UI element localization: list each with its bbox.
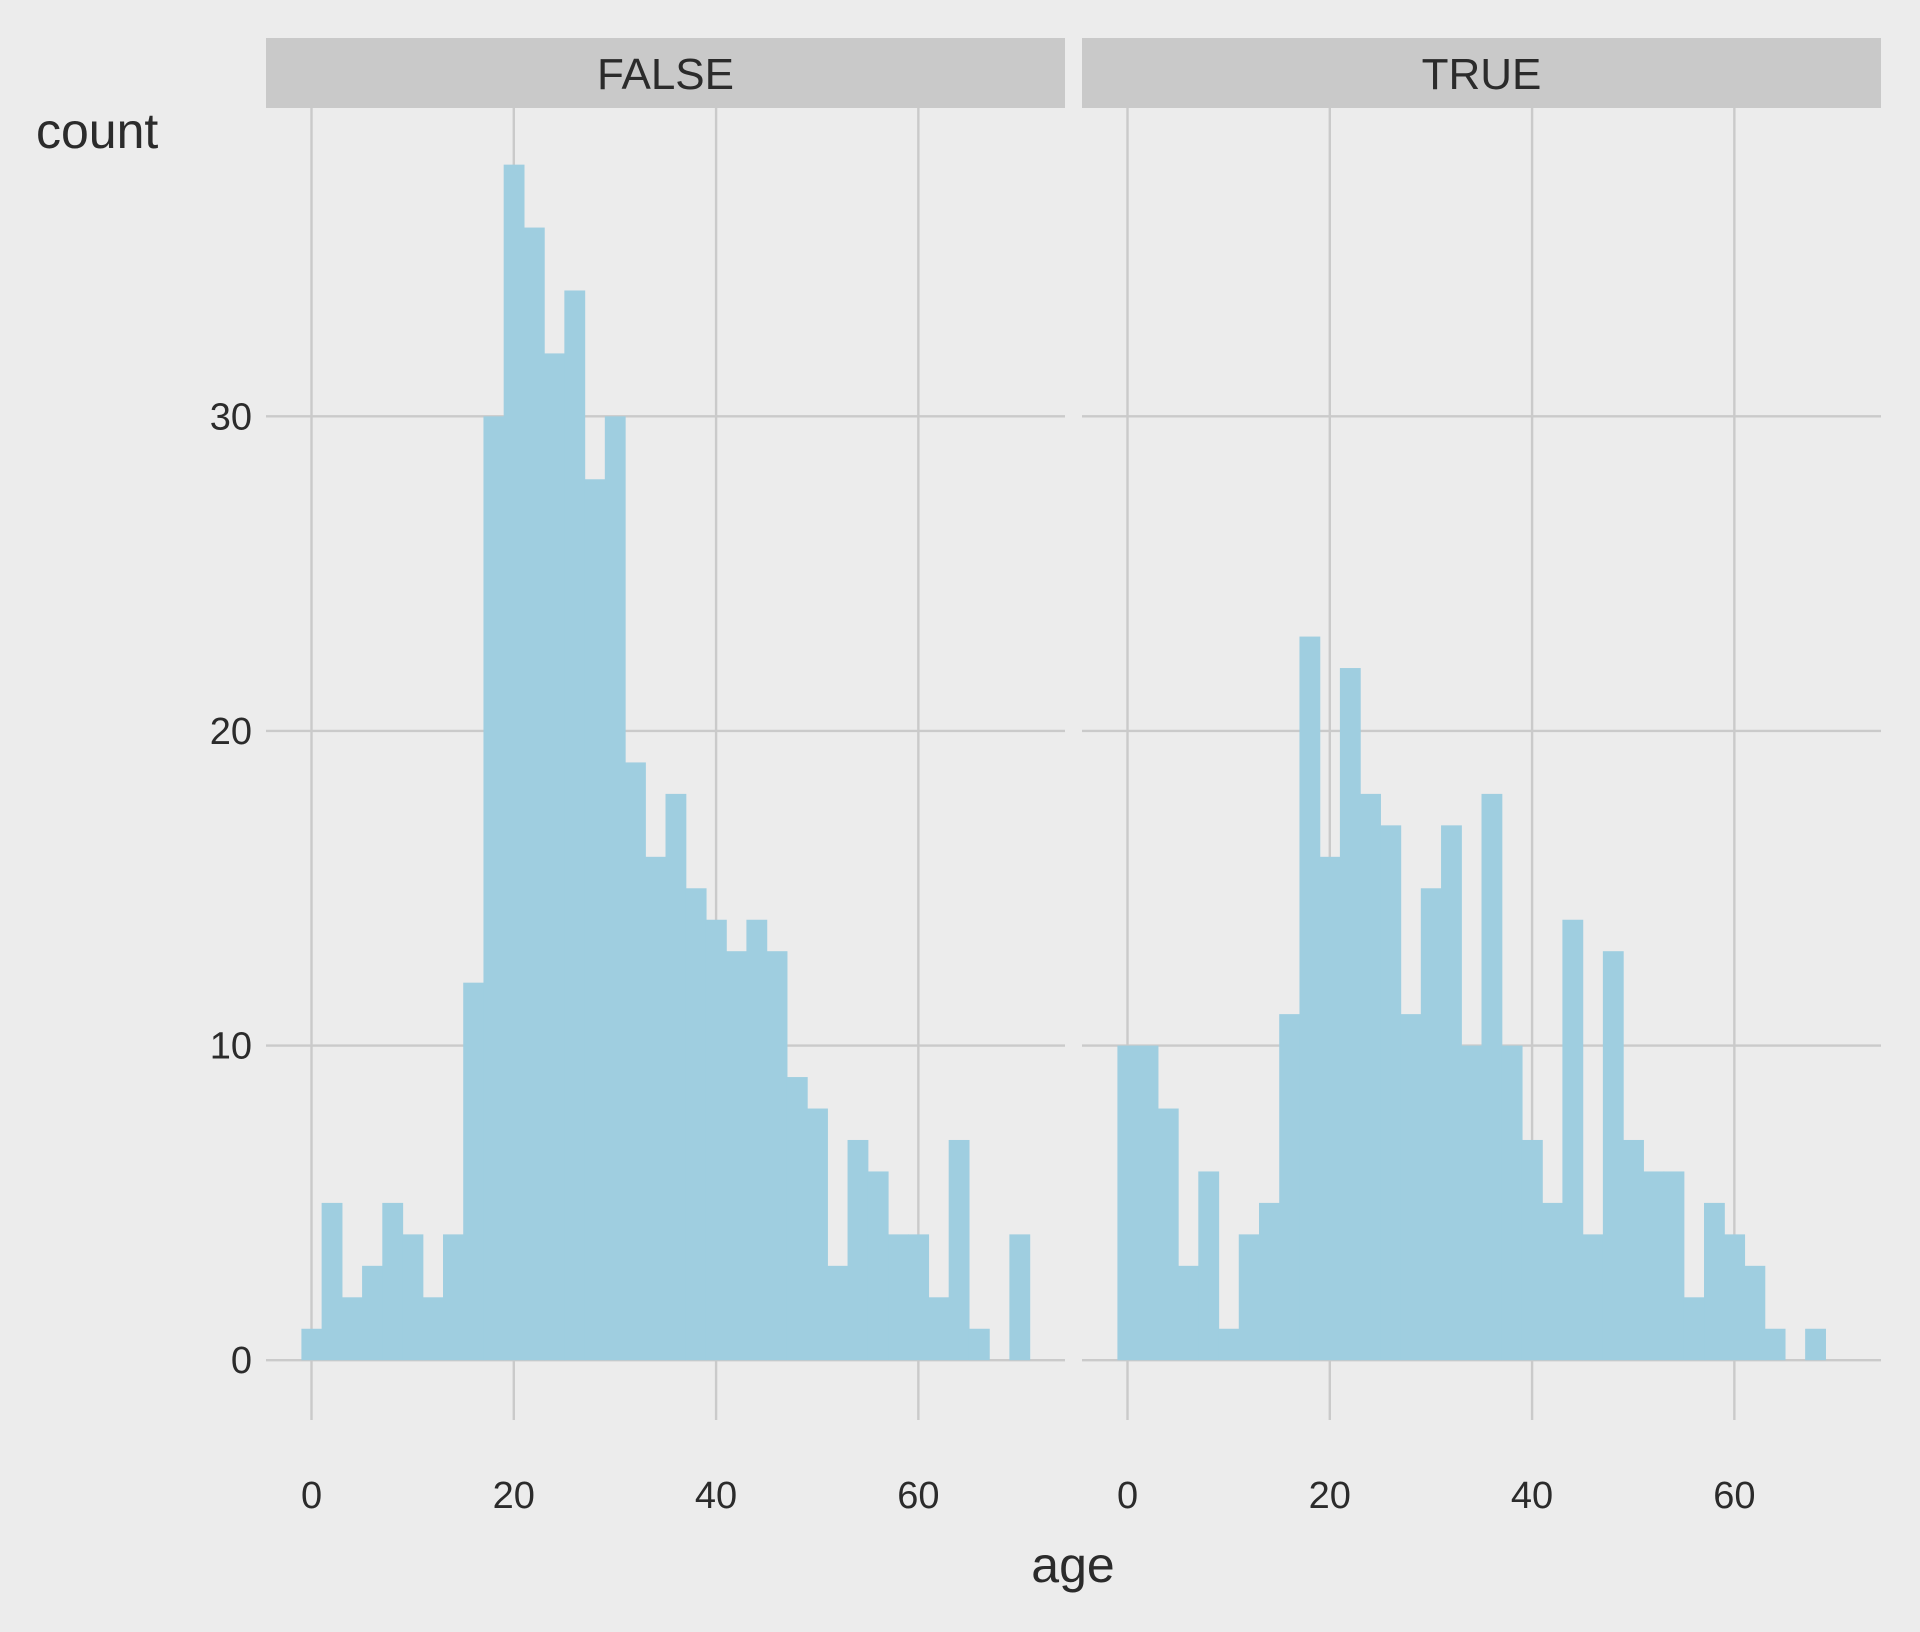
- histogram-bar: [422, 1297, 444, 1361]
- histogram-bar: [1481, 793, 1503, 1361]
- histogram-bar: [1663, 1171, 1685, 1361]
- histogram-bar: [1461, 1045, 1483, 1361]
- histogram-bar: [1279, 1014, 1301, 1361]
- histogram-bar: [1582, 1234, 1604, 1361]
- bars-true: [1117, 636, 1826, 1361]
- histogram-bar: [1360, 793, 1381, 1361]
- histogram-bar: [564, 290, 586, 1361]
- facet-strip-false: [266, 38, 1065, 108]
- histogram-bar: [746, 919, 768, 1361]
- histogram-bar: [523, 227, 545, 1361]
- histogram-bar: [442, 1234, 464, 1361]
- histogram-bar: [867, 1171, 889, 1361]
- facet-strip-label-false: FALSE: [597, 50, 734, 99]
- x-tick-labels-false: 0 20 40 60: [301, 1475, 940, 1517]
- histogram-bar: [705, 919, 727, 1361]
- x-tick-label: 40: [695, 1475, 737, 1517]
- histogram-bar: [1299, 636, 1321, 1361]
- histogram-bar: [908, 1234, 930, 1361]
- histogram-bar: [362, 1265, 383, 1361]
- histogram-bar: [645, 856, 667, 1361]
- facet-strip-true: [1082, 38, 1881, 108]
- histogram-bar: [503, 164, 525, 1361]
- x-tick-label: 60: [897, 1475, 939, 1517]
- histogram-bar: [1157, 1108, 1179, 1361]
- facet-panel-false: FALSE 0 20 40 60: [266, 38, 1065, 1517]
- histogram-bar: [402, 1234, 424, 1361]
- histogram-bar: [827, 1265, 849, 1361]
- histogram-bar: [1218, 1328, 1240, 1361]
- x-tick-label: 20: [493, 1475, 535, 1517]
- y-tick-label: 0: [231, 1340, 252, 1382]
- histogram-bar: [604, 416, 626, 1361]
- histogram-bar: [948, 1139, 970, 1361]
- histogram-bar: [1339, 668, 1361, 1361]
- x-tick-label: 20: [1309, 1475, 1351, 1517]
- y-tick-label: 30: [210, 396, 252, 438]
- x-tick-label: 0: [301, 1475, 322, 1517]
- histogram-bar: [847, 1139, 869, 1361]
- histogram-bar: [341, 1297, 363, 1361]
- histogram-bar: [625, 762, 646, 1361]
- histogram-bar: [1704, 1202, 1725, 1361]
- histogram-bar: [1441, 825, 1462, 1361]
- histogram-bar: [1501, 1045, 1523, 1361]
- histogram-bar: [483, 416, 505, 1361]
- histogram-bar: [321, 1202, 343, 1361]
- x-tick-label: 0: [1117, 1475, 1138, 1517]
- histogram-bar: [1521, 1139, 1543, 1361]
- histogram-bar: [766, 951, 788, 1361]
- histogram-bar: [1178, 1265, 1199, 1361]
- histogram-bar: [1744, 1265, 1766, 1361]
- histogram-bar: [584, 479, 606, 1361]
- histogram-bar: [1400, 1014, 1422, 1361]
- x-tick-label: 60: [1713, 1475, 1755, 1517]
- histogram-bar: [1380, 825, 1402, 1361]
- histogram-bar: [1117, 1045, 1139, 1361]
- histogram-bar: [726, 951, 748, 1361]
- x-tick-label: 40: [1511, 1475, 1553, 1517]
- histogram-bar: [1137, 1045, 1159, 1361]
- facet-panel-true: TRUE 0 20 40 60: [1082, 38, 1881, 1517]
- histogram-bar: [1319, 856, 1341, 1361]
- histogram-bar: [301, 1328, 323, 1361]
- histogram-bar: [888, 1234, 909, 1361]
- histogram-bar: [1643, 1171, 1665, 1361]
- y-tick-labels: 0 10 20 30: [210, 396, 252, 1382]
- histogram-bar: [382, 1202, 404, 1361]
- bars-false: [301, 164, 1031, 1361]
- histogram-bar: [1764, 1328, 1786, 1361]
- histogram-bar: [1724, 1234, 1746, 1361]
- histogram-bar: [544, 353, 565, 1361]
- histogram-bar: [1683, 1297, 1705, 1361]
- histogram-bar: [1420, 888, 1442, 1361]
- x-axis-title: age: [1031, 1537, 1114, 1593]
- x-tick-labels-true: 0 20 40 60: [1117, 1475, 1756, 1517]
- y-tick-label: 20: [210, 711, 252, 753]
- histogram-bar: [1258, 1202, 1280, 1361]
- histogram-bar: [685, 888, 707, 1361]
- histogram-bar: [665, 793, 687, 1361]
- y-axis-title: count: [36, 103, 158, 159]
- histogram-bar: [1623, 1139, 1644, 1361]
- histogram-bar: [928, 1297, 950, 1361]
- histogram-bar: [1542, 1202, 1564, 1361]
- histogram-bar: [1198, 1171, 1220, 1361]
- histogram-bar: [1009, 1234, 1031, 1361]
- facet-strip-label-true: TRUE: [1422, 50, 1542, 99]
- histogram-bar: [1805, 1328, 1826, 1361]
- y-tick-label: 10: [210, 1026, 252, 1068]
- histogram-bar: [968, 1328, 990, 1361]
- histogram-bar: [463, 982, 485, 1361]
- histogram-bar: [1238, 1234, 1260, 1361]
- histogram-bar: [807, 1108, 828, 1361]
- histogram-bar: [1562, 919, 1584, 1361]
- histogram-bar: [786, 1077, 808, 1361]
- histogram-bar: [1602, 951, 1624, 1361]
